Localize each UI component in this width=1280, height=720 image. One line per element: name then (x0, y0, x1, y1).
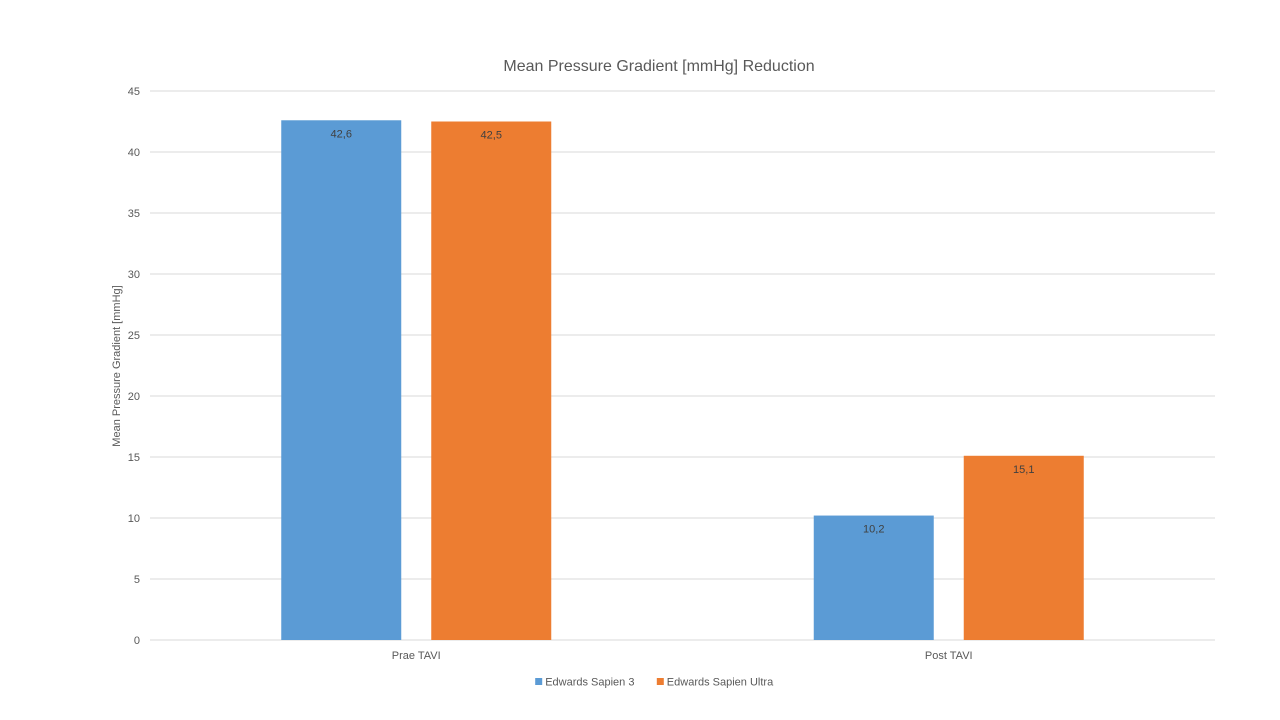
x-tick-label: Prae TAVI (392, 650, 441, 662)
legend-swatch (656, 678, 664, 685)
data-label: 42,5 (481, 130, 502, 142)
y-tick-label: 45 (128, 86, 140, 98)
legend-swatch (535, 678, 543, 685)
y-tick-label: 15 (128, 452, 140, 464)
y-tick-label: 25 (128, 330, 140, 342)
chart-title: Mean Pressure Gradient [mmHg] Reduction (503, 58, 814, 75)
y-tick-label: 35 (128, 208, 140, 220)
bar-sapien-3-post (813, 515, 934, 640)
x-axis-ticks: Prae TAVI Post TAVI (392, 650, 973, 662)
x-tick-label: Post TAVI (925, 650, 973, 662)
bar-sapien-ultra-prae (431, 121, 552, 640)
data-label: 42,6 (331, 128, 352, 140)
y-axis-ticks: 0 5 10 15 20 25 30 35 40 45 (128, 86, 140, 647)
data-label: 10,2 (863, 524, 884, 536)
y-tick-label: 5 (134, 574, 140, 586)
y-tick-label: 0 (134, 635, 140, 647)
data-labels: 42,6 42,5 10,2 15,1 (331, 128, 1035, 535)
bars (281, 120, 1084, 640)
bar-sapien-ultra-post (963, 455, 1084, 640)
legend-label: Edwards Sapien 3 (545, 677, 634, 689)
data-label: 15,1 (1013, 464, 1034, 476)
y-tick-label: 10 (128, 513, 140, 525)
y-tick-label: 40 (128, 147, 140, 159)
y-axis-label: Mean Pressure Gradient [mmHg] (111, 285, 123, 446)
y-tick-label: 20 (128, 391, 140, 403)
y-tick-label: 30 (128, 269, 140, 281)
legend: Edwards Sapien 3 Edwards Sapien Ultra (535, 677, 774, 689)
bar-sapien-3-prae (281, 120, 402, 640)
legend-label: Edwards Sapien Ultra (667, 677, 774, 689)
